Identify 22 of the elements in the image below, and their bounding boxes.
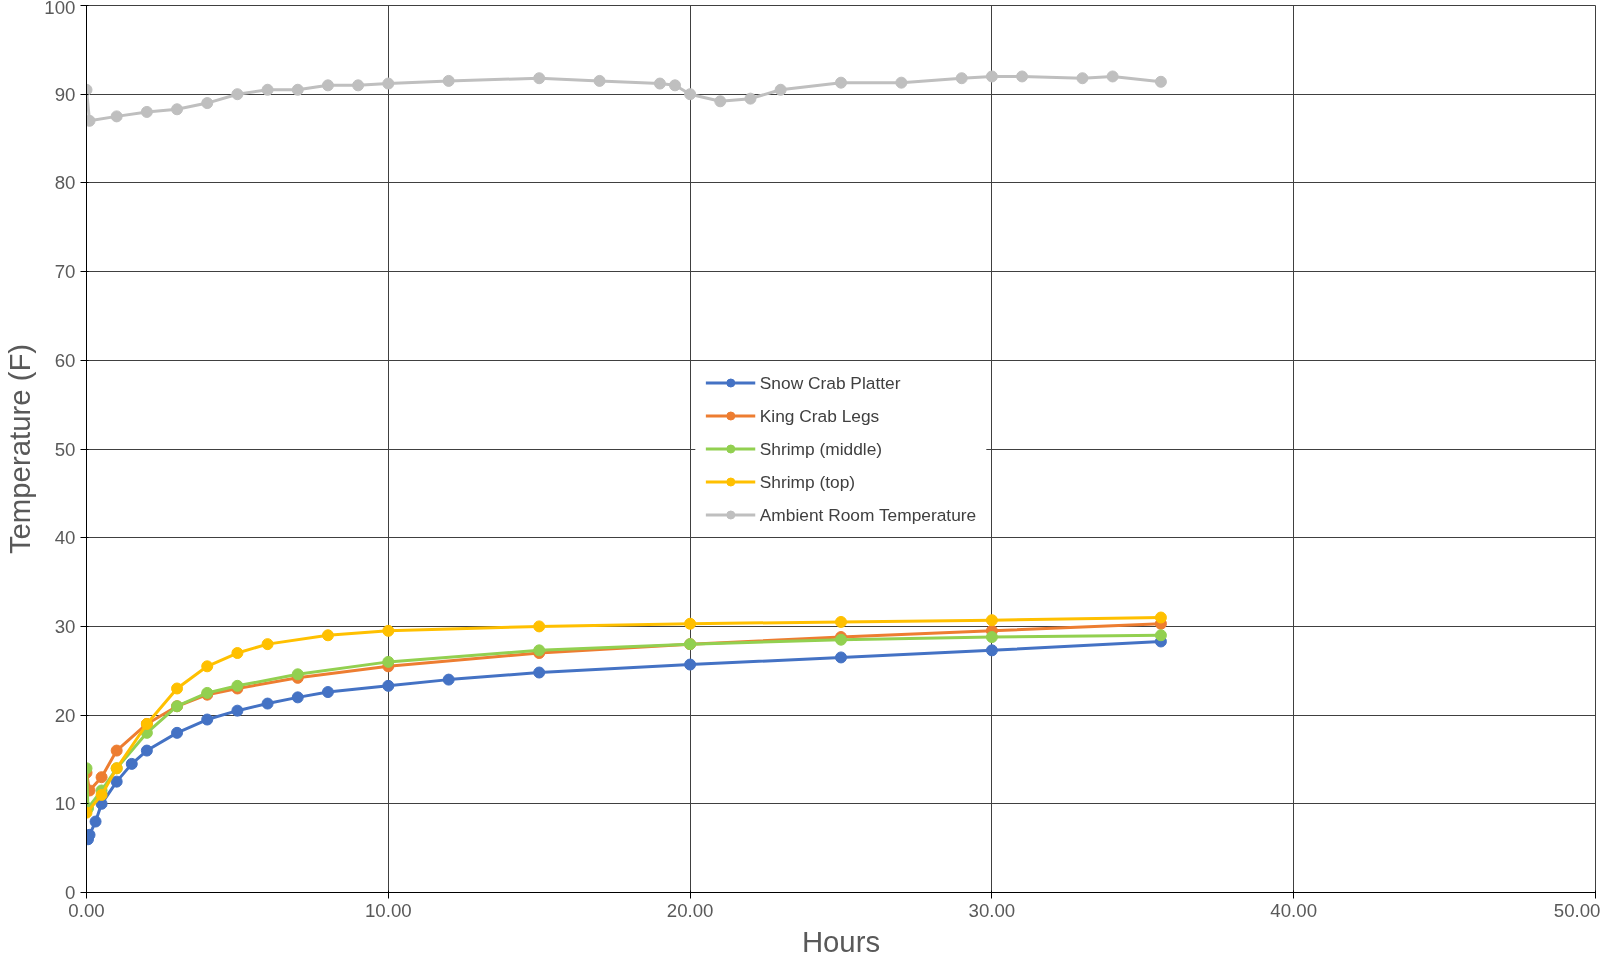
y-tick-label: 30 [54, 615, 76, 637]
x-tick-label: 20.00 [666, 899, 714, 921]
x-tick-label: 40.00 [1270, 899, 1318, 921]
legend-label: Ambient Room Temperature [759, 504, 977, 525]
y-tick-label: 80 [54, 172, 76, 194]
y-tick-label: 50 [54, 438, 76, 460]
y-tick-label: 70 [54, 261, 76, 283]
y-tick-label: 40 [54, 527, 76, 549]
y-tick-label: 90 [54, 83, 76, 105]
legend-label: Shrimp (top) [759, 471, 856, 492]
legend-label: Shrimp (middle) [759, 438, 883, 459]
y-tick-label: 10 [54, 793, 76, 815]
legend-label: Snow Crab Platter [759, 372, 901, 393]
x-axis-title: Hours [801, 924, 881, 958]
y-tick-label: 60 [54, 349, 76, 371]
y-tick-label: 100 [44, 0, 76, 18]
x-tick-label: 50.00 [1553, 899, 1601, 921]
legend-label: King Crab Legs [759, 405, 880, 426]
x-tick-label: 30.00 [968, 899, 1016, 921]
y-axis-title: Temperature (F) [3, 343, 37, 555]
y-tick-label: 20 [54, 704, 76, 726]
x-tick-label: 10.00 [364, 899, 412, 921]
